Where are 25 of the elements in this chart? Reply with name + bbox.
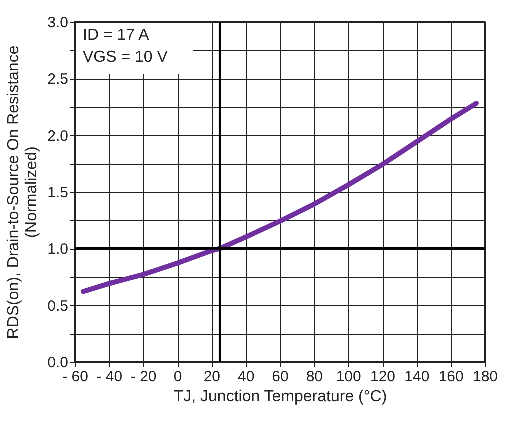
- y-tick-label: 3.0: [48, 14, 68, 32]
- x-tick-label: 100: [336, 368, 362, 386]
- x-tick-label: 140: [404, 368, 430, 386]
- x-tick-label: 160: [438, 368, 464, 386]
- y-tick-label: 0.5: [48, 298, 68, 315]
- y-tick-label: 2.5: [48, 71, 68, 88]
- x-tick-label: 80: [306, 368, 324, 386]
- y-tick-label: 1.0: [48, 241, 68, 258]
- y-tick-label: 1.5: [48, 184, 68, 202]
- x-tick-label: - 40: [96, 368, 123, 386]
- x-tick-label: 60: [272, 368, 289, 386]
- x-tick-label: - 60: [62, 368, 88, 386]
- x-axis-title: TJ, Junction Temperature (°C): [174, 388, 388, 406]
- text: (Normalized): [24, 146, 41, 238]
- x-tick-label: 20: [204, 368, 221, 386]
- x-tick-label: 0: [174, 368, 182, 386]
- text: RDS(on), Drain-to-Source On Resistance: [6, 46, 23, 340]
- x-tick-label: 120: [370, 368, 396, 386]
- annotation: ID = 17 A: [83, 27, 150, 44]
- x-tick-label: 180: [472, 368, 498, 386]
- y-tick-label: 2.0: [48, 128, 68, 145]
- annotation: VGS = 10 V: [83, 49, 168, 66]
- y-tick-label: 0.0: [48, 354, 68, 372]
- x-tick-label: 40: [238, 368, 255, 386]
- x-tick-label: - 20: [130, 368, 157, 386]
